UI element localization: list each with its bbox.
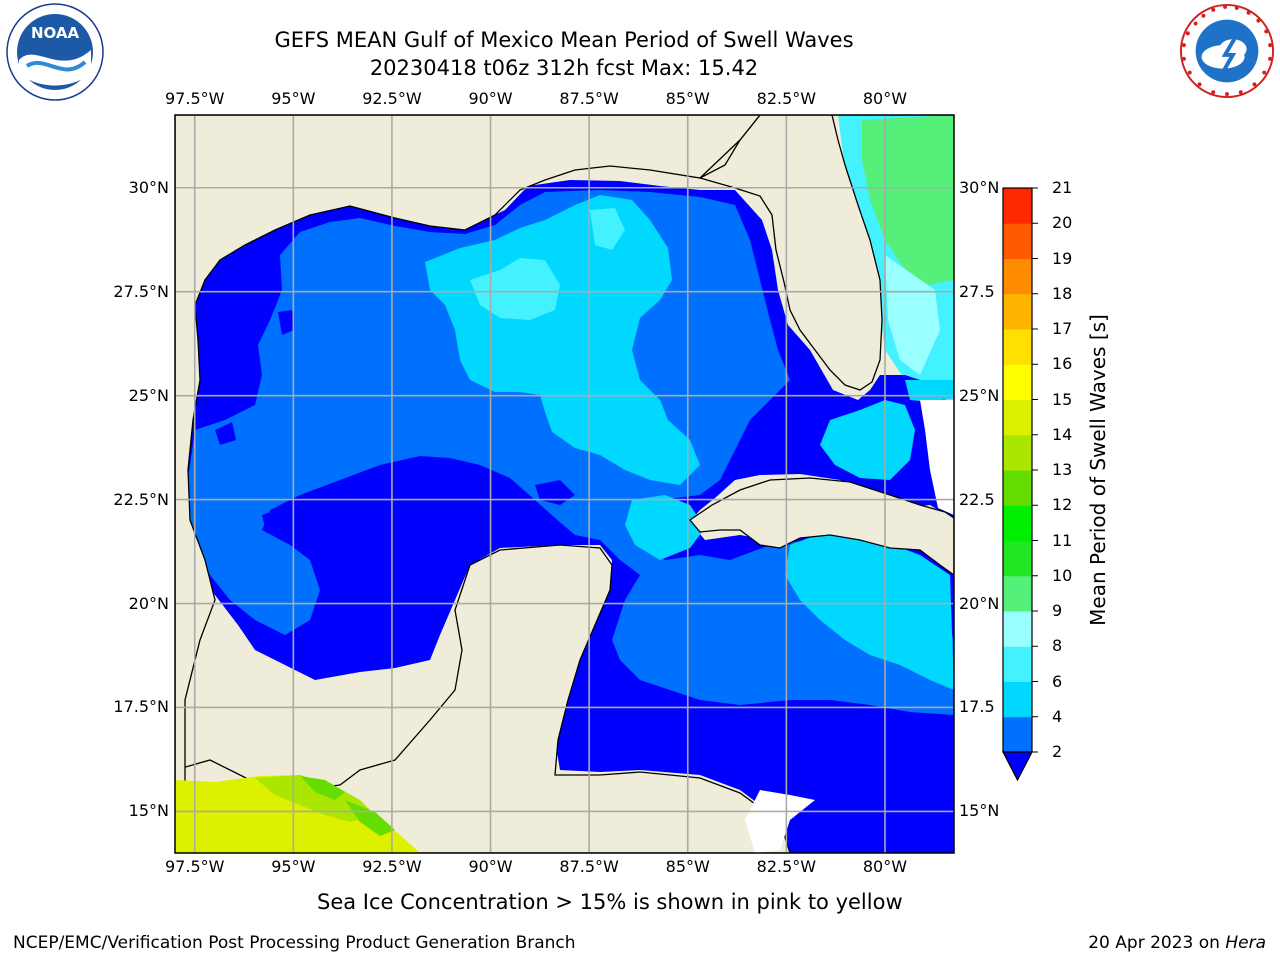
lon-tick-bottom-7: 80°W: [862, 857, 908, 876]
colorbar-tick-8: 13: [1052, 460, 1073, 479]
lon-tick-bottom-1: 95°W: [271, 857, 316, 876]
colorbar-extend-min: [1002, 751, 1033, 782]
lon-tick-bottom-3: 90°W: [468, 857, 513, 876]
lat-tick-left-0: 30°N: [128, 177, 169, 197]
colorbar-tick-2: 6: [1052, 671, 1063, 691]
lat-tick-left-3: 22.5°N: [113, 489, 169, 509]
lat-tick-right-1: 27.5: [959, 281, 995, 301]
colorbar-tick-12: 17: [1052, 319, 1073, 338]
colorbar-tick-9: 14: [1052, 424, 1073, 444]
colorbar-tick-7: 12: [1052, 495, 1073, 515]
lon-tick-bottom-4: 87.5°W: [559, 857, 619, 876]
lon-tick-bottom-0: 97.5°W: [164, 857, 225, 876]
noaa-logo-text: NOAA: [31, 24, 80, 42]
map-frame: [174, 114, 955, 854]
lon-tick-top-7: 80°W: [862, 89, 908, 108]
lat-tick-right-3: 22.5: [959, 489, 995, 509]
colorbar-segment-7: [1003, 470, 1032, 506]
colorbar-tick-13: 18: [1052, 283, 1073, 303]
colorbar-tick-4: 9: [1052, 601, 1063, 620]
cyan-swell-patches: [425, 195, 954, 690]
colorbar-tick-3: 8: [1052, 636, 1063, 656]
footer-date-text: 20 Apr 2023 on: [1088, 933, 1226, 953]
colorbar-segment-1: [1003, 681, 1032, 718]
footer-date: 20 Apr 2023 on Hera: [1088, 933, 1266, 953]
lon-tick-top-6: 82.5°W: [756, 89, 817, 108]
nodata-areas: [745, 400, 954, 853]
colorbar-segment-11: [1003, 329, 1032, 365]
colorbar-label: Mean Period of Swell Waves [s]: [1086, 314, 1110, 626]
light-cyan-patches: [470, 208, 625, 320]
colorbar-segment-10: [1003, 364, 1032, 400]
colorbar-tick-5: 10: [1052, 565, 1073, 585]
colorbar-tick-11: 16: [1052, 354, 1073, 374]
footer-credit: NCEP/EMC/Verification Post Processing Pr…: [13, 933, 576, 953]
lon-tick-top-0: 97.5°W: [164, 89, 225, 108]
sea-ice-note: Sea Ice Concentration > 15% is shown in …: [317, 890, 903, 914]
lon-tick-top-4: 87.5°W: [559, 89, 619, 108]
colorbar-tick-15: 20: [1052, 213, 1073, 233]
colorbar-tick-16: 21: [1052, 178, 1073, 197]
colorbar-segment-9: [1003, 399, 1032, 436]
colorbar-tick-10: 15: [1052, 389, 1073, 409]
lat-tick-right-4: 20°N: [959, 593, 1000, 613]
colorbar-segment-15: [1003, 188, 1032, 224]
colorbar-segment-12: [1003, 293, 1032, 330]
lat-tick-right-6: 15°N: [959, 801, 1000, 821]
mexico-land: [175, 115, 761, 853]
colorbar-segment-6: [1003, 505, 1032, 541]
colorbar-tick-14: 19: [1052, 248, 1073, 268]
nws-logo: [1179, 3, 1275, 99]
lon-tick-bottom-6: 82.5°W: [756, 857, 817, 876]
lon-tick-top-5: 85°W: [665, 89, 710, 108]
land-masses: [175, 115, 954, 853]
gulf-water-medium: [185, 190, 954, 715]
lat-tick-left-2: 25°N: [128, 385, 169, 405]
lat-tick-left-1: 27.5°N: [113, 281, 169, 301]
map-title: GEFS MEAN Gulf of Mexico Mean Period of …: [274, 28, 854, 52]
lat-tick-right-5: 17.5: [959, 697, 995, 717]
lat-tick-right-2: 25°N: [959, 385, 1000, 405]
lon-tick-top-1: 95°W: [271, 89, 316, 108]
colorbar-segment-0: [1003, 716, 1032, 753]
colorbar-tick-6: 11: [1052, 530, 1073, 550]
dark-blue-blobs: [215, 310, 575, 588]
sea-ice-overlay: [175, 775, 420, 853]
map-subtitle: 20230418 t06z 312h fcst Max: 15.42: [369, 56, 759, 80]
lon-tick-top-3: 90°W: [468, 89, 513, 108]
lon-tick-top-2: 92.5°W: [362, 89, 422, 108]
colorbar-tick-1: 4: [1052, 706, 1063, 726]
lon-tick-bottom-5: 85°W: [665, 857, 710, 876]
colorbar-segment-14: [1003, 223, 1032, 259]
colorbar-segment-8: [1003, 434, 1032, 471]
colorbar-segment-3: [1003, 611, 1032, 647]
gridlines: [175, 115, 954, 853]
colorbar-segment-13: [1003, 258, 1032, 295]
colorbar-segment-2: [1003, 646, 1032, 682]
lat-tick-left-4: 20°N: [128, 593, 169, 613]
footer-machine: Hera: [1225, 933, 1266, 953]
noaa-logo: NOAA: [6, 3, 104, 101]
lat-tick-left-5: 17.5°N: [113, 697, 169, 717]
lat-tick-left-6: 15°N: [128, 801, 169, 821]
cuba-land: [689, 477, 954, 576]
colorbar-tick-0: 2: [1052, 742, 1063, 761]
lat-tick-right-0: 30°N: [959, 177, 1000, 197]
florida-land: [698, 115, 954, 391]
colorbar-segment-4: [1003, 575, 1032, 612]
colorbar: [1002, 187, 1038, 782]
colorbar-segment-5: [1003, 540, 1032, 577]
lon-tick-bottom-2: 92.5°W: [362, 857, 422, 876]
